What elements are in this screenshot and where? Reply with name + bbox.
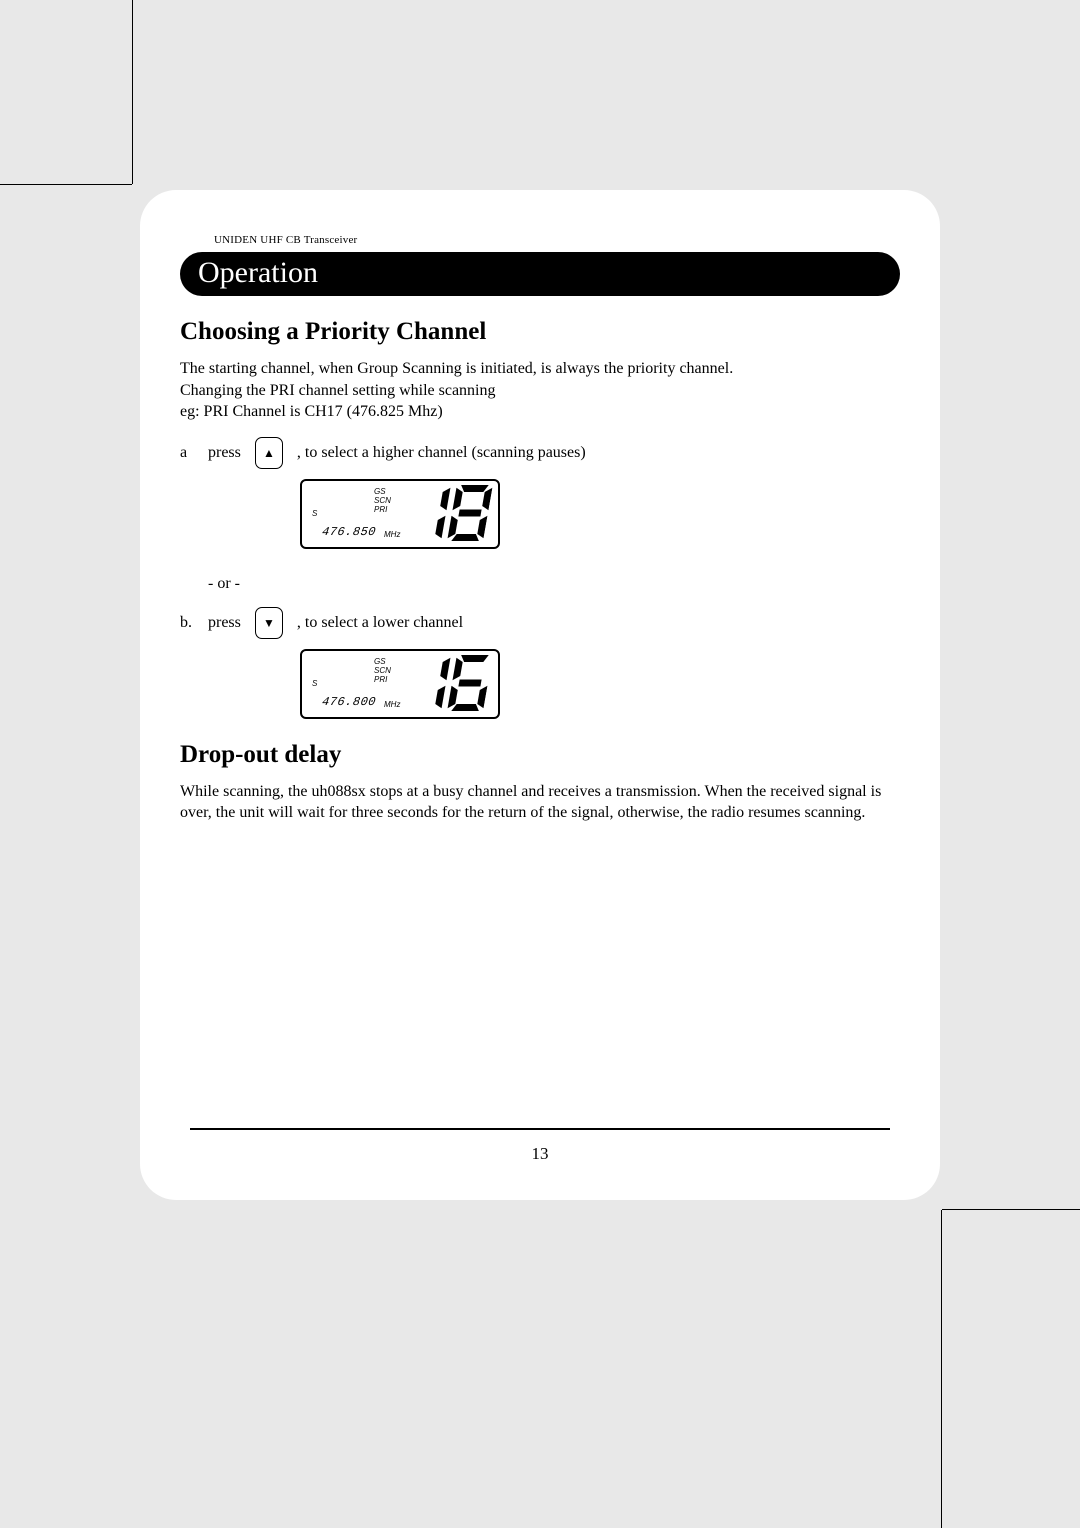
lcd1-mhz-label: MHz [384, 530, 400, 539]
lcd2-flag-scn: SCN [374, 666, 391, 675]
step-b-tail: , to select a lower channel [297, 614, 463, 632]
crop-mark-bottom-h [942, 1209, 1080, 1210]
page-number: 13 [140, 1144, 940, 1164]
lcd1-frequency: 476.850 [321, 525, 377, 539]
lcd1-s-label: S [312, 509, 318, 518]
lcd1-flag-scn: SCN [374, 496, 391, 505]
footer-rule [190, 1128, 890, 1130]
up-arrow-key-icon: ▲ [255, 437, 283, 469]
lcd1-flag-pri: PRI [374, 505, 391, 514]
manual-page: UNIDEN UHF CB Transceiver Operation Choo… [140, 190, 940, 1200]
lcd2-channel-number [405, 655, 493, 711]
heading-priority-channel: Choosing a Priority Channel [180, 318, 900, 346]
pill-title: Operation [198, 256, 318, 289]
lcd1-flags: GS SCN PRI [374, 487, 391, 515]
lcd1-channel-number [405, 485, 493, 541]
priority-para-2: Changing the PRI channel setting while s… [180, 380, 900, 402]
heading-dropout-delay: Drop-out delay [180, 741, 900, 769]
lcd2-flags: GS SCN PRI [374, 657, 391, 685]
down-arrow-key-icon: ▼ [255, 607, 283, 639]
lcd-display-1: S 476.850 MHz GS SCN PRI [300, 479, 500, 549]
dropout-para: While scanning, the uh088sx stops at a b… [180, 781, 900, 824]
or-separator: - or - [208, 575, 900, 593]
lcd-display-2-wrap: S 476.800 MHz GS SCN PRI [300, 649, 900, 719]
crop-mark-top-v [132, 0, 133, 184]
priority-para-1: The starting channel, when Group Scannin… [180, 358, 900, 380]
lcd-display-1-wrap: S 476.850 MHz GS SCN PRI [300, 479, 900, 549]
step-a-press: press [208, 444, 241, 462]
step-a-label: a [180, 444, 194, 462]
lcd2-flag-gs: GS [374, 657, 391, 666]
priority-para-3: eg: PRI Channel is CH17 (476.825 Mhz) [180, 401, 900, 423]
step-a-tail: , to select a higher channel (scanning p… [297, 444, 586, 462]
section-pill: Operation [180, 252, 900, 296]
step-b-press: press [208, 614, 241, 632]
lcd2-flag-pri: PRI [374, 675, 391, 684]
crop-mark-bottom-v [941, 1210, 942, 1528]
step-b-row: b. press ▼ , to select a lower channel [180, 607, 900, 639]
lcd2-s-label: S [312, 679, 318, 688]
crop-mark-top-h [0, 184, 132, 185]
step-b-label: b. [180, 614, 194, 632]
step-a-row: a press ▲ , to select a higher channel (… [180, 437, 900, 469]
lcd2-frequency: 476.800 [321, 695, 377, 709]
header-small-text: UNIDEN UHF CB Transceiver [214, 234, 900, 246]
lcd2-mhz-label: MHz [384, 700, 400, 709]
lcd-display-2: S 476.800 MHz GS SCN PRI [300, 649, 500, 719]
lcd1-flag-gs: GS [374, 487, 391, 496]
